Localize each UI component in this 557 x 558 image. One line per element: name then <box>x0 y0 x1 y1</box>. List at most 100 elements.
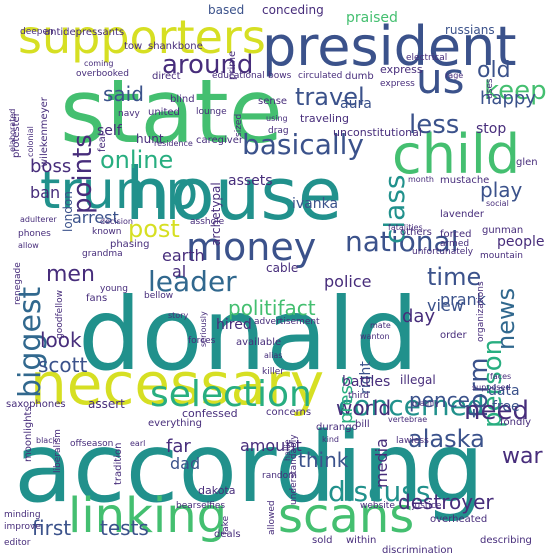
word: sized <box>234 113 244 137</box>
word: lawless <box>396 436 429 446</box>
word: story <box>168 311 189 320</box>
word: war <box>502 444 543 469</box>
word: goodfellow <box>55 289 65 339</box>
word: assert <box>88 397 125 411</box>
word: first <box>32 516 72 540</box>
word: praised <box>346 10 398 26</box>
word: describing <box>480 535 532 546</box>
word: happy <box>480 88 536 109</box>
word: self <box>97 123 122 139</box>
word: national <box>345 225 459 258</box>
word: look <box>40 328 82 352</box>
word: antidepressants <box>44 27 125 38</box>
word: overheated <box>430 514 488 525</box>
word: child <box>392 123 521 186</box>
word: advertisement <box>254 317 320 327</box>
word: destroyer <box>398 490 494 514</box>
word: mainly <box>412 399 439 408</box>
word: fear <box>97 132 108 152</box>
word: dad <box>170 454 201 473</box>
word: police <box>324 272 372 291</box>
word: phones <box>18 229 51 239</box>
word: elaborated <box>8 108 17 152</box>
word: order <box>440 330 467 341</box>
word: using <box>266 114 288 123</box>
word: basically <box>242 128 364 161</box>
word: improve <box>4 522 41 532</box>
word: everything <box>148 418 202 429</box>
word: cable <box>266 261 299 275</box>
word: within <box>346 535 377 546</box>
word: grandma <box>82 249 123 259</box>
word: concerned <box>338 389 485 422</box>
word: bellow <box>144 291 174 301</box>
word: politifact <box>228 296 316 320</box>
word: less <box>409 110 460 140</box>
word: earth <box>162 246 205 265</box>
word: forces <box>188 336 216 346</box>
word: bows <box>268 71 292 81</box>
word: website <box>360 501 395 511</box>
word: amount <box>240 436 302 455</box>
word: house <box>125 152 343 236</box>
word: president <box>262 15 517 78</box>
word: direct <box>152 71 181 82</box>
word: drag <box>268 126 289 136</box>
word: based <box>208 3 245 17</box>
word: black <box>36 436 58 445</box>
word: men <box>46 262 95 287</box>
word: known <box>92 227 122 237</box>
word: around <box>162 50 254 80</box>
word: third <box>348 391 369 401</box>
word: coming <box>84 59 114 68</box>
word: dakota <box>198 484 236 497</box>
word: archetypal <box>209 182 223 246</box>
word: unfortunately <box>412 247 474 257</box>
word: glen <box>516 157 538 168</box>
word: fans <box>86 293 108 304</box>
word: tow <box>124 41 143 52</box>
word: russians <box>445 23 495 37</box>
word: sense <box>258 96 288 107</box>
word: understandably <box>289 434 299 505</box>
word: earl <box>130 439 146 448</box>
word: online <box>100 146 174 174</box>
word: offseason <box>70 439 114 449</box>
word: state <box>60 60 283 163</box>
word: hunt <box>136 132 164 146</box>
word: available <box>236 337 282 348</box>
word: allowed <box>267 500 277 535</box>
word: mate <box>370 321 391 330</box>
word: asshole <box>190 217 225 227</box>
word: minding <box>4 510 41 520</box>
word: lounge <box>196 107 227 117</box>
word: vertebrae <box>388 415 428 424</box>
word: scans <box>278 488 415 544</box>
word: young <box>100 284 128 294</box>
word: supposed <box>472 383 511 392</box>
word: battles <box>342 374 391 390</box>
word: bearselfies <box>176 501 226 511</box>
word: justice <box>412 501 442 511</box>
word: us <box>416 54 465 103</box>
word: killer <box>262 367 284 377</box>
word: saxophones <box>6 399 66 410</box>
word: traveling <box>300 112 349 125</box>
word: post <box>128 215 180 243</box>
word: deals <box>214 529 241 540</box>
word: bill <box>355 419 370 430</box>
word: navy <box>118 109 140 119</box>
word: sold <box>312 535 333 546</box>
word: necessary <box>30 350 325 418</box>
word: selection <box>150 374 312 415</box>
word: scott <box>38 353 88 377</box>
word: al <box>172 262 187 281</box>
word: donald <box>78 276 419 393</box>
word: trump <box>40 161 199 221</box>
word: rage <box>445 71 464 80</box>
word: keep <box>484 76 547 106</box>
word: blind <box>170 94 195 105</box>
word: durango <box>316 422 358 433</box>
word: concerns <box>266 407 312 418</box>
word: view <box>427 296 464 315</box>
